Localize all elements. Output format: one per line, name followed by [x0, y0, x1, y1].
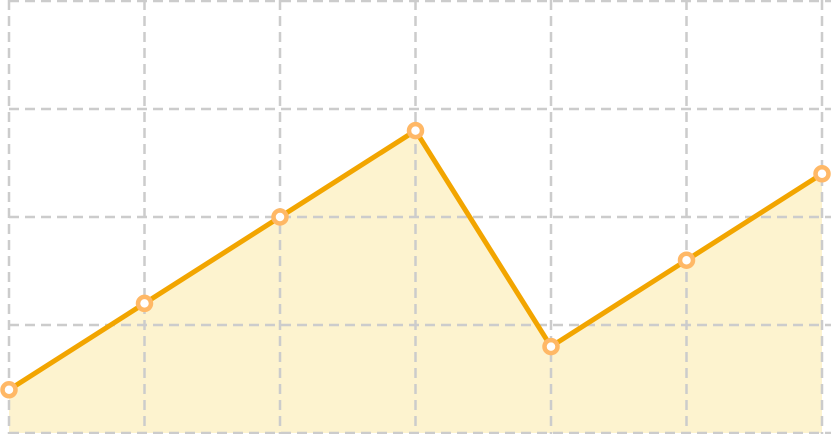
data-point-5[interactable] [677, 251, 696, 269]
data-point-4[interactable] [542, 337, 560, 356]
data-point-3[interactable] [406, 121, 425, 140]
data-point-0[interactable] [0, 381, 18, 399]
data-point-2[interactable] [271, 208, 289, 226]
data-points-layer [0, 121, 831, 399]
data-point-6[interactable] [813, 165, 831, 183]
data-point-1[interactable] [135, 294, 154, 313]
